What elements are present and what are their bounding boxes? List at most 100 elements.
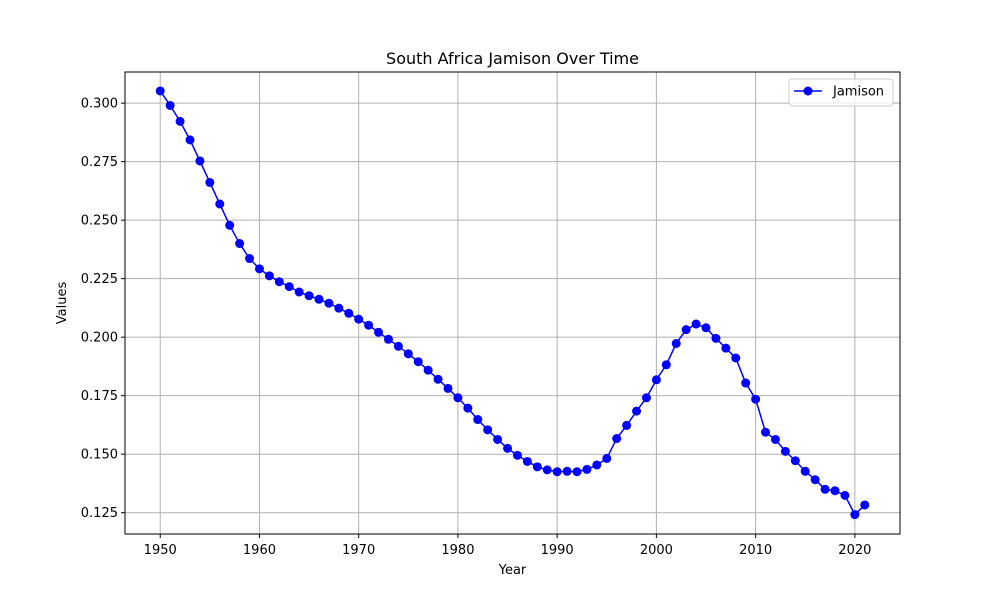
data-point	[641, 393, 651, 403]
data-point	[463, 403, 473, 413]
data-point	[503, 443, 513, 453]
plot-frame	[124, 71, 901, 535]
data-point	[205, 177, 215, 187]
plot-area	[125, 72, 900, 534]
data-point	[304, 291, 314, 301]
data-point	[512, 450, 522, 460]
x-tick-label: 2000	[640, 543, 673, 558]
data-point	[532, 462, 542, 472]
x-tick-label: 1950	[144, 543, 177, 558]
data-point	[780, 446, 790, 456]
data-point	[175, 116, 185, 126]
data-point	[235, 239, 245, 249]
data-point	[552, 467, 562, 477]
data-point	[721, 343, 731, 353]
data-point	[770, 434, 780, 444]
y-tick-label: 0.225	[81, 272, 118, 287]
data-point	[354, 314, 364, 324]
data-point	[592, 460, 602, 470]
x-tick-label: 2020	[838, 543, 871, 558]
legend-marker-swatch	[803, 86, 813, 96]
data-point	[572, 467, 582, 477]
x-tick-label: 2010	[739, 543, 772, 558]
data-point	[850, 510, 860, 520]
data-point	[453, 393, 463, 403]
grid-lines	[125, 72, 900, 534]
data-point	[820, 484, 830, 494]
x-tick-label: 1960	[243, 543, 276, 558]
chart-title: South Africa Jamison Over Time	[386, 49, 639, 68]
axis-ticks: 1950 1960 1970 1980 1990 2000 2010 2020 0.125 0.1…	[81, 97, 872, 558]
data-point	[374, 327, 384, 337]
data-point	[582, 464, 592, 474]
data-point	[443, 383, 453, 393]
data-point	[681, 325, 691, 335]
data-point	[294, 287, 304, 297]
data-point	[185, 135, 195, 145]
data-point	[542, 465, 552, 475]
legend-box	[788, 78, 894, 107]
data-point	[284, 282, 294, 292]
data-point	[403, 349, 413, 359]
data-point	[651, 375, 661, 385]
data-point	[860, 500, 870, 510]
y-tick-label: 0.275	[81, 155, 118, 170]
data-point	[254, 264, 264, 274]
data-point	[612, 434, 622, 444]
data-point	[691, 319, 701, 329]
data-point	[761, 427, 771, 437]
data-point	[493, 434, 503, 444]
data-point	[731, 353, 741, 363]
y-tick-label: 0.125	[81, 506, 118, 521]
data-point	[741, 378, 751, 388]
data-point	[334, 303, 344, 313]
data-point	[423, 365, 433, 375]
data-point	[632, 406, 642, 416]
data-point	[314, 294, 324, 304]
data-point	[274, 277, 284, 287]
data-point	[393, 341, 403, 351]
legend: Jamison	[788, 78, 894, 107]
data-point	[433, 374, 443, 384]
y-tick-label: 0.200	[81, 331, 118, 346]
data-point	[622, 420, 632, 430]
x-tick-label: 1970	[342, 543, 375, 558]
data-point	[800, 466, 810, 476]
data-point	[383, 334, 393, 344]
data-point	[195, 156, 205, 166]
data-point	[483, 425, 493, 435]
data-point	[473, 415, 483, 425]
data-point	[225, 220, 235, 230]
data-point	[165, 100, 175, 110]
series-layer	[155, 86, 870, 520]
data-point	[602, 453, 612, 463]
y-tick-label: 0.175	[81, 389, 118, 404]
data-point	[701, 323, 711, 333]
data-point	[711, 333, 721, 343]
data-point	[671, 338, 681, 348]
data-point	[264, 271, 274, 281]
data-point	[522, 456, 532, 466]
x-tick-label: 1980	[441, 543, 474, 558]
data-point	[364, 320, 374, 330]
y-axis-label: Values	[55, 282, 70, 325]
x-tick-label: 1990	[541, 543, 574, 558]
legend-label: Jamison	[832, 85, 884, 100]
data-point	[830, 486, 840, 496]
data-point	[245, 254, 255, 264]
x-axis-label: Year	[498, 563, 527, 578]
data-point	[344, 308, 354, 318]
data-point	[751, 394, 761, 404]
y-tick-label: 0.250	[81, 214, 118, 229]
data-point	[215, 199, 225, 209]
data-point	[324, 298, 334, 308]
data-point	[790, 456, 800, 466]
data-point	[810, 475, 820, 485]
y-tick-label: 0.150	[81, 448, 118, 463]
data-point	[562, 466, 572, 476]
data-point	[840, 490, 850, 500]
y-tick-label: 0.300	[81, 97, 118, 112]
data-point	[413, 357, 423, 367]
data-point	[155, 86, 165, 96]
